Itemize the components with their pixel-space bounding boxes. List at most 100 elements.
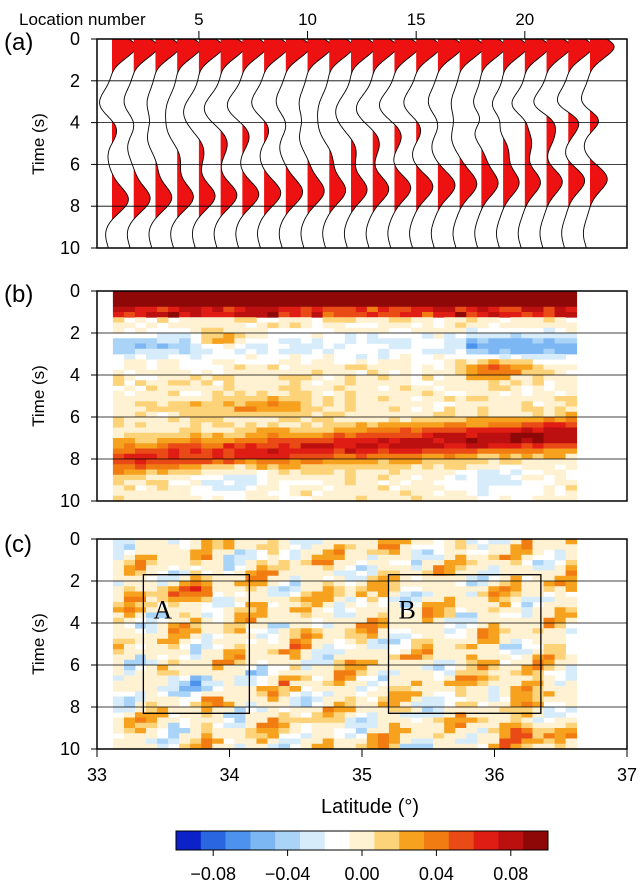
heatmap-cell bbox=[201, 649, 213, 655]
heatmap-cell bbox=[123, 385, 136, 392]
heatmap-cell bbox=[190, 438, 202, 444]
heatmap-cell bbox=[377, 701, 390, 708]
heatmap-cell bbox=[499, 348, 511, 355]
heatmap-cell bbox=[521, 722, 533, 729]
heatmap-cell bbox=[201, 411, 213, 418]
colorbar-segment bbox=[374, 831, 400, 850]
heatmap-cell bbox=[134, 459, 147, 465]
heatmap-cell bbox=[179, 495, 191, 502]
heatmap-cell bbox=[543, 338, 555, 344]
heatmap-cell bbox=[234, 369, 246, 376]
heatmap-cell bbox=[521, 539, 533, 545]
heatmap-cell bbox=[267, 539, 279, 545]
heatmap-cell bbox=[278, 369, 290, 376]
heatmap-cell bbox=[355, 649, 368, 655]
heatmap-cell bbox=[322, 638, 335, 645]
heatmap-cell bbox=[333, 602, 346, 608]
heatmap-cell bbox=[267, 480, 279, 486]
heatmap-cell bbox=[190, 469, 202, 476]
heatmap-cell bbox=[146, 701, 158, 708]
heatmap-cell bbox=[543, 396, 555, 402]
heatmap-cell bbox=[388, 675, 401, 682]
heatmap-cell bbox=[300, 427, 313, 434]
heatmap-cell bbox=[157, 633, 169, 640]
heatmap-cell bbox=[521, 623, 533, 629]
heatmap-cell bbox=[565, 390, 578, 397]
heatmap-cell bbox=[388, 722, 401, 729]
heatmap-cell bbox=[355, 364, 368, 371]
heatmap-cell bbox=[344, 364, 357, 371]
heatmap-cell bbox=[267, 743, 279, 750]
heatmap-cell bbox=[355, 438, 368, 444]
heatmap-cell bbox=[134, 581, 147, 587]
heatmap-cell bbox=[256, 464, 268, 470]
colorbar: −0.08 −0.04 0.00 0.04 0.08 bbox=[175, 830, 549, 884]
heatmap-cell bbox=[377, 411, 390, 418]
heatmap-cell bbox=[223, 586, 235, 592]
heatmap-cell bbox=[466, 453, 478, 460]
heatmap-cell bbox=[554, 581, 567, 587]
heatmap-cell bbox=[388, 427, 401, 434]
heatmap-cell bbox=[234, 464, 246, 470]
colorbar-tick-label: 0.08 bbox=[493, 864, 528, 884]
heatmap-cell bbox=[532, 459, 544, 465]
heatmap-cell bbox=[322, 696, 335, 703]
heatmap-cell bbox=[134, 565, 147, 571]
heatmap-cell bbox=[377, 617, 390, 624]
heatmap-cell bbox=[477, 291, 489, 297]
heatmap-cell bbox=[355, 480, 368, 486]
heatmap-cell bbox=[532, 348, 544, 355]
heatmap-cell bbox=[322, 565, 335, 571]
heatmap-cell bbox=[278, 722, 290, 729]
heatmap-cell bbox=[212, 327, 224, 334]
heatmap-cell bbox=[565, 348, 578, 355]
heatmap-cell bbox=[212, 581, 224, 587]
heatmap-cell bbox=[234, 743, 246, 750]
heatmap-cell bbox=[543, 417, 555, 423]
heatmap-cell bbox=[278, 359, 290, 365]
heatmap-cell bbox=[411, 686, 423, 692]
panel-b-label: (b) bbox=[4, 281, 33, 308]
heatmap-cell bbox=[499, 680, 511, 687]
heatmap-cell bbox=[499, 385, 511, 392]
heatmap-cell bbox=[388, 570, 401, 577]
heatmap-cell bbox=[433, 733, 445, 739]
heatmap-cell bbox=[245, 581, 257, 587]
heatmap-cell bbox=[112, 417, 125, 423]
heatmap-cell bbox=[399, 696, 412, 703]
heatmap-cell bbox=[146, 596, 158, 603]
heatmap-cell bbox=[444, 291, 456, 297]
heatmap-cell bbox=[333, 612, 346, 619]
heatmap-cell bbox=[322, 712, 335, 718]
heatmap-cell bbox=[532, 696, 544, 703]
heatmap-cell bbox=[157, 427, 169, 434]
heatmap-cell bbox=[433, 448, 445, 455]
heatmap-cell bbox=[543, 390, 555, 397]
heatmap-cell bbox=[223, 322, 235, 329]
heatmap-cell bbox=[499, 432, 511, 439]
heatmap-cell bbox=[123, 649, 136, 655]
heatmap-cell bbox=[355, 607, 368, 613]
heatmap-cell bbox=[399, 659, 412, 666]
heatmap-cell bbox=[377, 638, 390, 645]
heatmap-cell bbox=[123, 654, 136, 661]
heatmap-cell bbox=[245, 738, 257, 745]
heatmap-cell bbox=[201, 628, 213, 634]
heatmap-cell bbox=[433, 396, 445, 402]
heatmap-cell bbox=[300, 565, 313, 571]
colorbar-segment bbox=[523, 831, 549, 850]
heatmap-cell bbox=[554, 322, 567, 329]
heatmap-cell bbox=[112, 427, 125, 434]
heatmap-cell bbox=[146, 406, 158, 413]
heatmap-cell bbox=[278, 291, 290, 297]
heatmap-cell bbox=[510, 443, 522, 449]
heatmap-cell bbox=[179, 301, 191, 308]
heatmap-cell bbox=[179, 680, 191, 687]
heatmap-cell bbox=[422, 432, 434, 439]
heatmap-cell bbox=[245, 575, 257, 582]
heatmap-cell bbox=[444, 659, 456, 666]
heatmap-cell bbox=[388, 474, 401, 481]
heatmap-cell bbox=[532, 560, 544, 566]
heatmap-cell bbox=[344, 554, 357, 561]
heatmap-cell bbox=[543, 638, 555, 645]
